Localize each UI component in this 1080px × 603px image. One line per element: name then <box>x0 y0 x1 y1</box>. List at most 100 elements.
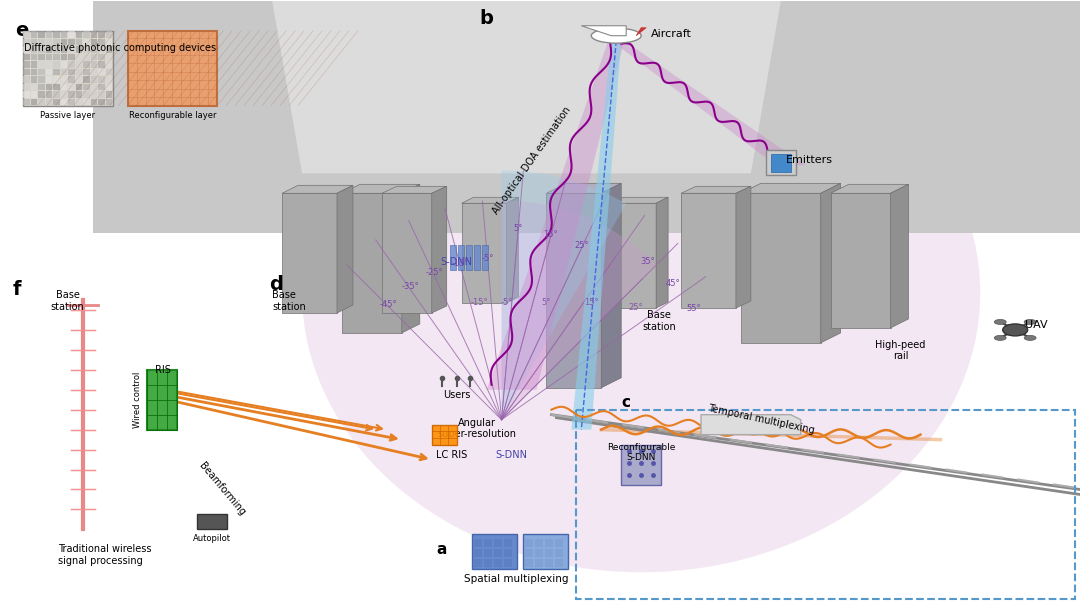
Bar <box>53 98 59 105</box>
Bar <box>38 46 44 52</box>
Bar <box>83 91 90 98</box>
Bar <box>91 76 97 83</box>
Bar <box>98 31 105 38</box>
Bar <box>38 76 44 83</box>
Bar <box>432 425 457 444</box>
Polygon shape <box>432 186 447 313</box>
Bar <box>76 31 82 38</box>
Bar <box>24 54 30 60</box>
Bar <box>31 46 38 52</box>
Text: e: e <box>15 21 28 40</box>
Bar <box>60 69 67 75</box>
Bar <box>76 91 82 98</box>
Polygon shape <box>93 1 1080 233</box>
Bar <box>23 31 112 106</box>
Polygon shape <box>741 183 840 194</box>
Text: RIS: RIS <box>154 365 171 375</box>
Bar <box>98 84 105 90</box>
Bar <box>106 46 112 52</box>
Bar <box>38 91 44 98</box>
Text: UAV: UAV <box>1025 320 1048 330</box>
Bar <box>76 39 82 45</box>
Polygon shape <box>382 186 447 194</box>
Bar <box>474 245 480 270</box>
Bar <box>38 84 44 90</box>
Polygon shape <box>337 185 353 313</box>
Text: Emitters: Emitters <box>786 156 833 165</box>
Bar <box>98 91 105 98</box>
Bar <box>98 54 105 60</box>
Polygon shape <box>581 26 626 36</box>
Bar <box>31 39 38 45</box>
Polygon shape <box>821 183 840 343</box>
Text: Autopilot: Autopilot <box>193 534 231 543</box>
Bar <box>24 39 30 45</box>
Bar <box>91 91 97 98</box>
Bar <box>31 76 38 83</box>
Text: 35°: 35° <box>640 257 654 267</box>
Bar <box>148 370 177 430</box>
Bar <box>524 534 568 569</box>
Text: All-optical DOA estimation: All-optical DOA estimation <box>490 105 572 216</box>
Text: a: a <box>436 542 447 557</box>
Bar <box>472 534 516 569</box>
Bar <box>83 39 90 45</box>
Bar <box>76 46 82 52</box>
Polygon shape <box>831 185 908 194</box>
Bar <box>68 46 75 52</box>
Bar <box>83 31 90 38</box>
Text: Reconfigurable
S-DNN: Reconfigurable S-DNN <box>607 443 675 462</box>
Bar <box>76 54 82 60</box>
Bar <box>106 84 112 90</box>
Bar <box>98 69 105 75</box>
Bar <box>76 84 82 90</box>
Bar <box>45 31 52 38</box>
Text: -15°: -15° <box>471 298 488 307</box>
Text: c: c <box>621 395 631 410</box>
Bar <box>98 39 105 45</box>
Bar <box>555 560 564 567</box>
Text: f: f <box>13 280 22 299</box>
Text: Diffractive photonic computing devices: Diffractive photonic computing devices <box>24 43 216 52</box>
Polygon shape <box>701 415 800 435</box>
Text: Beamforming: Beamforming <box>198 461 247 518</box>
Polygon shape <box>501 171 626 420</box>
Bar <box>545 549 553 557</box>
Bar <box>68 76 75 83</box>
Bar <box>38 61 44 68</box>
Bar <box>106 98 112 105</box>
Text: Spatial multiplexing: Spatial multiplexing <box>464 574 569 584</box>
Text: Angular
super-resolution: Angular super-resolution <box>437 418 516 440</box>
Bar <box>526 549 534 557</box>
Bar <box>76 61 82 68</box>
Polygon shape <box>461 197 518 203</box>
Bar <box>545 539 553 548</box>
Bar <box>31 54 38 60</box>
Bar <box>494 549 501 557</box>
Bar <box>31 98 38 105</box>
Text: LC RIS: LC RIS <box>436 450 468 459</box>
Text: 15°: 15° <box>543 230 558 239</box>
Bar <box>53 84 59 90</box>
Bar <box>831 194 891 328</box>
Bar <box>68 54 75 60</box>
Bar <box>83 46 90 52</box>
Bar <box>484 539 491 548</box>
Bar <box>24 31 30 38</box>
Bar <box>60 91 67 98</box>
Bar <box>461 203 507 303</box>
Bar <box>45 76 52 83</box>
Bar <box>106 31 112 38</box>
Text: Base
station: Base station <box>643 310 676 332</box>
Bar <box>546 194 602 388</box>
Bar <box>484 560 491 567</box>
Text: Reconfigurable layer: Reconfigurable layer <box>129 110 216 119</box>
Bar <box>555 539 564 548</box>
Bar <box>474 560 482 567</box>
Bar <box>60 76 67 83</box>
Bar <box>91 39 97 45</box>
Bar <box>503 549 512 557</box>
Bar <box>24 61 30 68</box>
Text: 15°: 15° <box>584 298 598 307</box>
Bar <box>68 91 75 98</box>
